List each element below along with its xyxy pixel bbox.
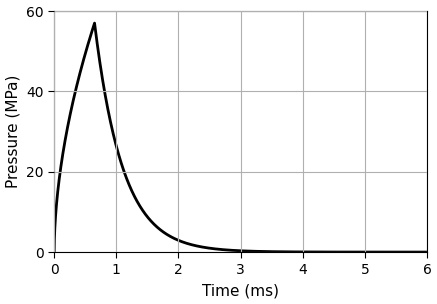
- Y-axis label: Pressure (MPa): Pressure (MPa): [6, 75, 21, 188]
- X-axis label: Time (ms): Time (ms): [202, 283, 279, 299]
